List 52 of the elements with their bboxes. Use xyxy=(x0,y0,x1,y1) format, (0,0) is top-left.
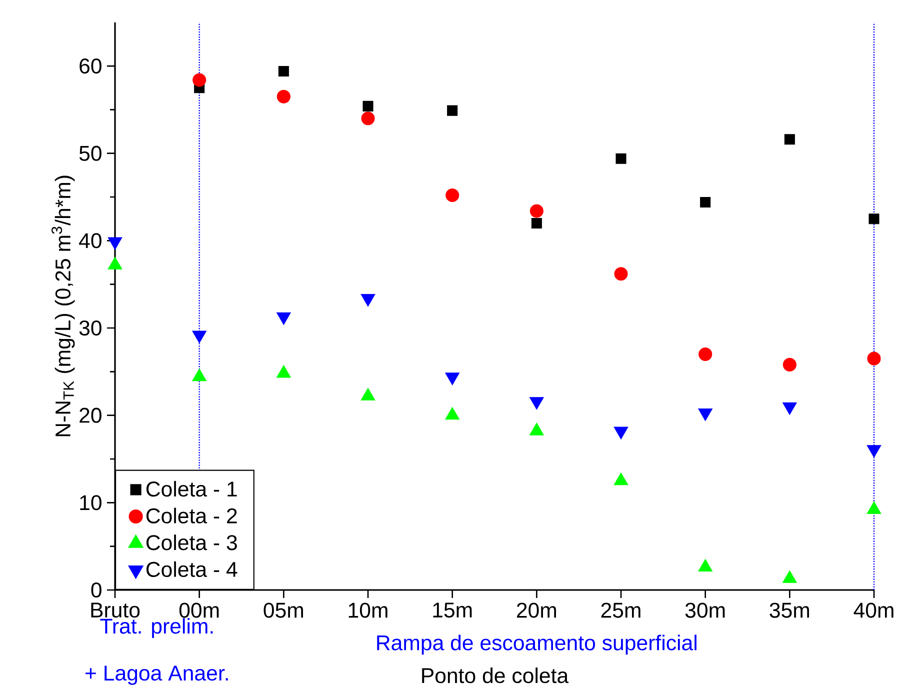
y-tick-label: 60 xyxy=(80,58,102,74)
text: + Lagoa Anaer. xyxy=(86,666,228,685)
point xyxy=(868,214,880,224)
point xyxy=(361,112,375,126)
y-tick-label: 0 xyxy=(91,582,102,598)
x-tick-label: 30m xyxy=(685,602,725,618)
point xyxy=(530,204,544,218)
x-tick-label: 35m xyxy=(770,602,809,618)
point xyxy=(447,105,458,116)
point xyxy=(698,559,713,572)
point xyxy=(866,501,882,514)
x-tick-label: 05m xyxy=(264,602,303,618)
y-tick-label: 50 xyxy=(79,146,102,161)
y-tick-label: 20 xyxy=(80,408,102,423)
x-axis-title: Ponto de coleta xyxy=(422,668,569,684)
point xyxy=(867,352,881,366)
point xyxy=(362,100,374,112)
x-tick-label: Bruto xyxy=(91,602,140,618)
legend-label: Coleta - 3 xyxy=(146,534,237,550)
x-tick-label: 20m xyxy=(516,602,556,618)
x-tick-label: 15m xyxy=(433,602,472,618)
point xyxy=(446,188,460,202)
x-tick-label: 40m xyxy=(854,602,894,618)
point xyxy=(782,570,797,583)
point xyxy=(192,368,207,382)
point xyxy=(614,472,628,486)
point xyxy=(698,347,712,361)
point xyxy=(276,365,291,378)
point xyxy=(782,358,796,372)
point xyxy=(614,267,628,281)
legend-label: Coleta - 2 xyxy=(146,508,237,524)
x-tick-label: 10m xyxy=(348,602,388,618)
point xyxy=(784,134,795,145)
x-tick-label: 25m xyxy=(601,602,640,618)
y-tick-label: 40 xyxy=(79,233,102,248)
point xyxy=(616,153,626,164)
y-tick-label: 10 xyxy=(80,495,102,510)
x-tick-label: 00m xyxy=(179,602,219,618)
point xyxy=(529,422,544,436)
text: Rampa de escoamento superficial xyxy=(377,634,696,655)
point xyxy=(445,407,460,420)
legend-label: Coleta - 1 xyxy=(146,480,237,497)
y-axis-title: N-N$_{TK}$ (mg/L) (0,25 m$^{3}$/h*m) xyxy=(52,176,75,436)
text: Trat. prelim. xyxy=(100,618,213,638)
y-tick-label: 30 xyxy=(79,320,102,336)
legend-label: Coleta - 4 xyxy=(146,561,238,578)
point xyxy=(531,218,542,228)
point xyxy=(700,196,711,208)
point xyxy=(192,73,206,87)
point xyxy=(276,90,290,104)
point xyxy=(278,66,289,77)
point xyxy=(360,388,376,400)
